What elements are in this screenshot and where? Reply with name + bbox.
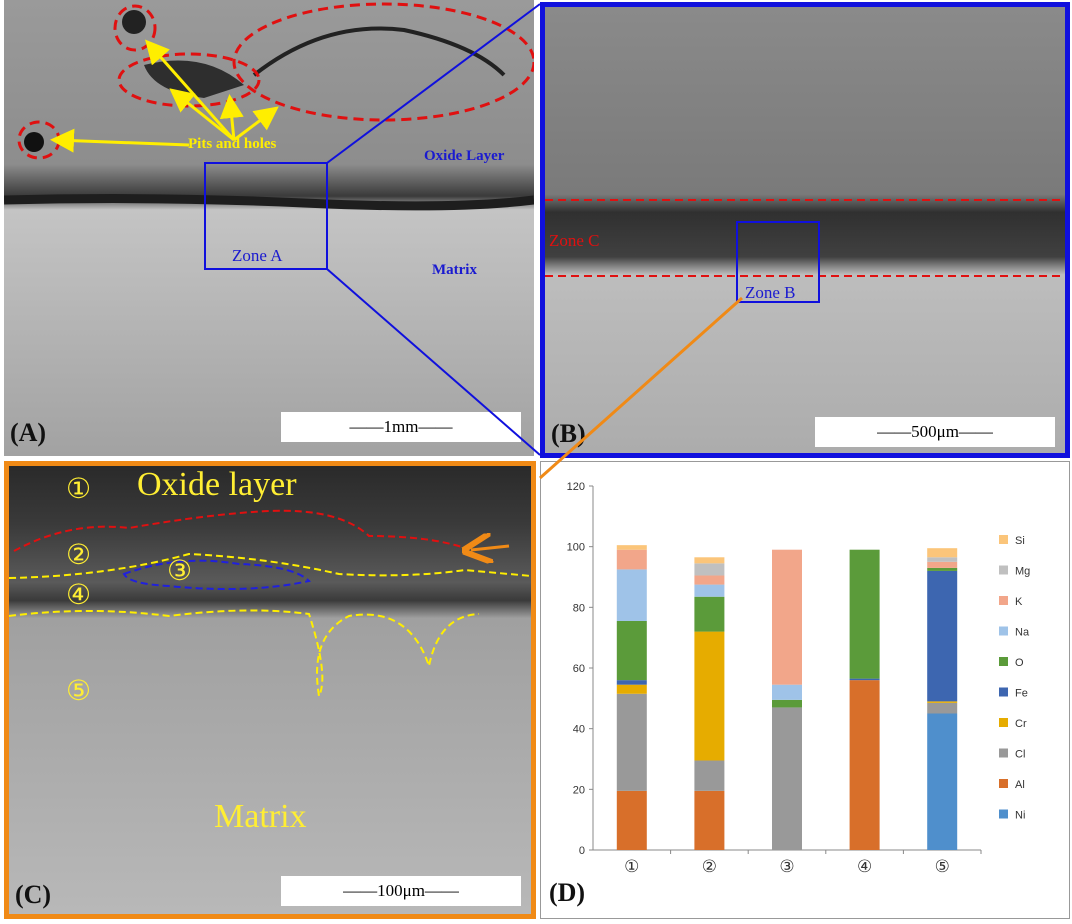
bar-segment-na [772,684,802,700]
bar-segment-o [849,549,880,679]
panel-a-label: (A) [10,418,47,447]
panel-d: 0 20 40 60 80 100 120 ① ② ③ ④ ⑤ Si Mg K Na O Fe Cr Cl Al Ni (… [540,461,1070,919]
panel-a: Pits and holes Oxide Layer Zone A Matrix… [4,0,534,456]
bar-segment-o [927,567,958,571]
legend-label-o: O [1015,657,1024,669]
oxide-layer-annotation: Oxide Layer [424,148,505,164]
panel-d-label: (D) [549,878,586,907]
bar-segment-cl [694,760,725,791]
legend-swatch-cr [999,718,1008,727]
point-4-marker: ④ [66,578,92,611]
zone-c-annotation: Zone C [549,231,600,250]
bar-segment-si [694,557,725,564]
bar-segment-mg [694,563,725,576]
scale-bar-a: ——1mm—— [281,412,521,442]
legend-swatch-k [999,596,1008,605]
y-tick-label: 100 [567,542,585,554]
zone-b-annotation: Zone B [745,283,796,302]
bar-segment-k [772,549,802,685]
legend-swatch-na [999,626,1008,636]
bar-segment-na [694,584,725,597]
bar-segment-mg [927,557,958,562]
matrix-annotation: Matrix [432,262,477,278]
bar-segment-si [616,545,647,550]
bar-segment-k [927,561,958,568]
legend-swatch-ni [999,809,1008,819]
legend-label-si: Si [1015,535,1025,547]
bar-segment-cr [616,684,647,694]
bar-segment-fe [616,680,647,685]
bar-segment-fe [927,570,958,702]
y-tick-label: 60 [573,663,585,675]
y-tick-label: 120 [567,481,585,493]
bar-segment-cl [616,693,647,791]
x-tick-label: ③ [779,857,794,877]
bar-segment-cl [772,707,802,850]
legend-swatch-fe [999,687,1008,697]
panel-a-image [4,0,534,456]
legend-swatch-cl [999,748,1008,758]
legend-swatch-o [999,657,1008,666]
matrix-label-c: Matrix [214,798,307,835]
point-1-marker: ① [66,472,92,505]
pits-annotation: Pits and holes [188,136,277,152]
x-tick-label: ① [624,857,639,877]
legend-label-mg: Mg [1015,566,1030,578]
bar-segment-k [694,575,725,585]
point-2-marker: ② [66,538,92,571]
scale-bar-b: ——500μm—— [815,417,1055,447]
panel-c-image [9,466,531,914]
zone-a-annotation: Zone A [232,246,283,265]
legend-label-cr: Cr [1015,718,1027,730]
bar-segment-cr [927,701,958,703]
legend-swatch-si [999,535,1008,544]
panel-c: Oxide layer Matrix ① ② ③ ④ ⑤ ——100μm—— (… [4,461,536,919]
bar-segment-cr [694,631,725,761]
bar-segment-fe [849,678,880,681]
bar-segment-o [772,699,802,708]
legend-swatch-al [999,779,1008,788]
scale-bar-c: ——100μm—— [281,876,521,906]
panel-c-label: (C) [15,880,52,909]
bar-segment-al [849,680,880,850]
bar-segment-si [927,548,958,558]
bar-segment-al [694,790,725,850]
panel-b-image [545,7,1065,453]
bar-segment-o [694,596,725,632]
bar-segment-ni [927,713,958,850]
legend-label-k: K [1015,596,1023,608]
bar-segment-cl [927,702,958,714]
point-3-marker: ③ [167,554,193,587]
bar-segment-na [616,569,647,621]
point-5-marker: ⑤ [66,674,92,707]
y-tick-label: 0 [579,845,585,857]
panel-b-label: (B) [551,419,586,448]
legend-swatch-mg [999,565,1008,575]
legend-label-al: Al [1015,779,1025,791]
x-tick-label: ⑤ [935,857,950,877]
x-tick-label: ② [702,857,717,877]
legend-label-cl: Cl [1015,749,1025,761]
x-tick-label: ④ [857,857,872,877]
bar-segment-al [616,790,647,850]
panel-b: Zone C Zone B ——500μm—— (B) [540,2,1070,458]
legend-label-na: Na [1015,627,1030,639]
bar-segment-o [616,620,647,681]
y-tick-label: 20 [573,784,585,796]
bar-segment-k [616,549,647,570]
oxide-layer-label-c: Oxide layer [137,466,297,503]
composition-chart: 0 20 40 60 80 100 120 ① ② ③ ④ ⑤ Si Mg K Na O Fe Cr Cl Al Ni [567,481,1031,877]
legend-label-ni: Ni [1015,810,1025,822]
y-tick-label: 80 [573,602,585,614]
y-tick-label: 40 [573,724,585,736]
legend-label-fe: Fe [1015,688,1028,700]
